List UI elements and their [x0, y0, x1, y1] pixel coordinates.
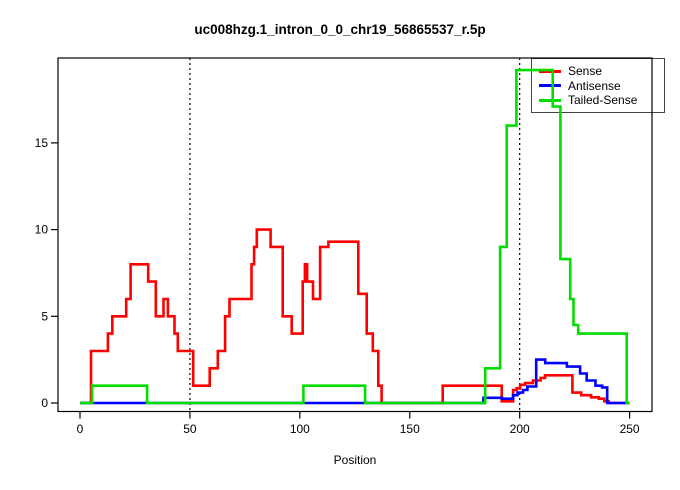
y-tick-label: 15: [35, 136, 49, 150]
chart-title: uc008hzg.1_intron_0_0_chr19_56865537_r.5…: [194, 22, 486, 37]
series-tailed-sense-line: [80, 68, 630, 405]
x-tick-label: 150: [400, 422, 420, 436]
x-tick-label: 250: [620, 422, 640, 436]
x-tick-label: 0: [77, 422, 84, 436]
legend-label-sense: Sense: [568, 64, 603, 79]
plot-box: [57, 57, 653, 413]
y-tick-label: 10: [35, 223, 49, 237]
x-tick-label: 100: [290, 422, 310, 436]
legend-line-antisense: [539, 84, 561, 88]
legend-line-tailed-sense: [539, 98, 561, 102]
legend-label-tailed-sense: Tailed-Sense: [568, 93, 638, 108]
legend-item-antisense: Antisense: [539, 79, 664, 94]
x-tick-label: 50: [183, 422, 197, 436]
legend-label-antisense: Antisense: [568, 78, 621, 93]
x-tick-label: 200: [510, 422, 530, 436]
series-antisense-line: [80, 358, 630, 405]
y-tick-label: 5: [41, 309, 48, 323]
y-tick-label: 0: [41, 396, 48, 410]
legend: Sense Antisense Tailed-Sense: [531, 58, 665, 113]
series-sense-line: [80, 228, 630, 405]
legend-item-tailed-sense: Tailed-Sense: [539, 93, 664, 108]
x-axis-label: Position: [333, 453, 377, 467]
